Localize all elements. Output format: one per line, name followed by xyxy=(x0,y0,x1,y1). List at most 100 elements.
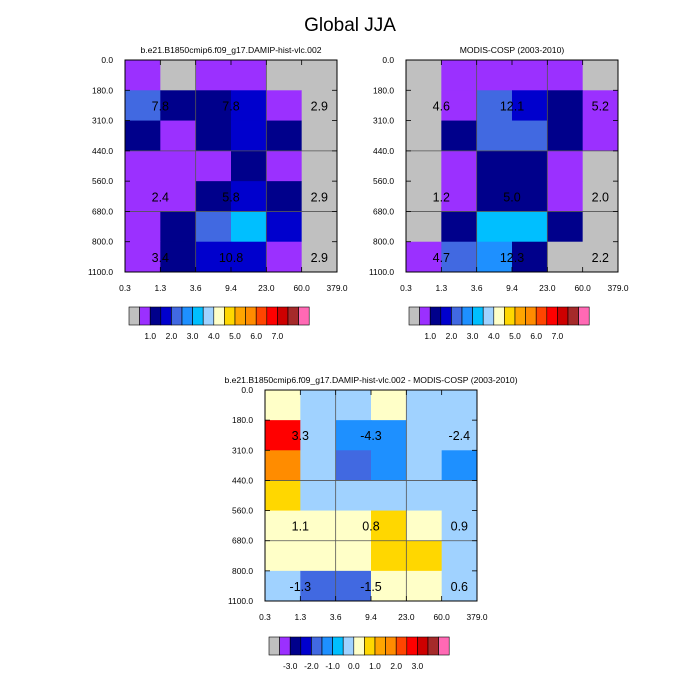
cell-value-label: 2.9 xyxy=(311,251,328,265)
colorbar-swatch xyxy=(202,306,215,326)
x-tick-label: 9.4 xyxy=(506,283,518,293)
x-tick-label: 379.0 xyxy=(608,283,629,293)
heatmap-cell xyxy=(301,90,338,121)
y-tick-label: 180.0 xyxy=(232,415,253,425)
colorbar-swatch xyxy=(472,306,484,326)
colorbar-swatch xyxy=(567,306,579,326)
heatmap-cell xyxy=(441,570,478,602)
heatmap-panel-1: b.e21.B1850cmip6.f09_g17.DAMIP-hist-vlc.… xyxy=(88,45,348,341)
heatmap-cell xyxy=(266,211,303,243)
heatmap-cell xyxy=(441,181,478,212)
heatmap-cell xyxy=(406,90,442,121)
heatmap-cell xyxy=(547,60,584,91)
heatmap-cell xyxy=(266,90,303,121)
heatmap-cell xyxy=(512,211,548,243)
colorbar-label: 2.0 xyxy=(390,661,402,671)
cell-value-label: 10.8 xyxy=(219,251,243,265)
heatmap-cell xyxy=(266,181,303,212)
cell-value-label: 1.1 xyxy=(292,520,309,534)
heatmap-cell xyxy=(441,480,478,511)
heatmap-cell xyxy=(300,450,337,481)
colorbar-swatch xyxy=(268,636,280,656)
panel-title: MODIS-COSP (2003-2010) xyxy=(460,45,565,55)
x-tick-label: 0.3 xyxy=(119,283,131,293)
x-tick-label: 9.4 xyxy=(225,283,237,293)
heatmap-cell xyxy=(582,241,619,273)
heatmap-cell xyxy=(406,120,442,152)
heatmap-cell xyxy=(441,241,478,273)
heatmap-cell xyxy=(301,120,338,152)
x-tick-label: 1.3 xyxy=(295,612,307,622)
cell-value-label: -2.4 xyxy=(449,429,471,443)
colorbar-label: 4.0 xyxy=(208,331,220,341)
colorbar-swatch xyxy=(395,636,408,656)
colorbar-swatch xyxy=(514,306,526,326)
heatmap-cell xyxy=(441,510,478,542)
y-tick-label: 0.0 xyxy=(241,385,253,395)
cell-value-label: 7.8 xyxy=(152,99,169,113)
colorbar-swatch xyxy=(128,306,140,326)
colorbar-swatch xyxy=(427,636,439,656)
colorbar-swatch xyxy=(266,306,278,326)
heatmap-cell xyxy=(300,510,337,542)
y-tick-label: 560.0 xyxy=(373,176,394,186)
colorbar-swatch xyxy=(440,306,452,326)
colorbar-swatch xyxy=(504,306,516,326)
heatmap-cell xyxy=(301,241,338,273)
colorbar-swatch xyxy=(374,636,386,656)
heatmap-cell xyxy=(265,480,301,511)
colorbar-label: -3.0 xyxy=(283,661,298,671)
y-tick-label: 560.0 xyxy=(232,506,253,516)
heatmap-cell xyxy=(266,120,303,152)
figure-title: Global JJA xyxy=(304,15,396,36)
colorbar-label: 7.0 xyxy=(552,331,564,341)
y-tick-label: 180.0 xyxy=(373,85,394,95)
heatmap-cell xyxy=(371,420,407,451)
y-tick-label: 1100.0 xyxy=(228,596,253,606)
cell-value-label: 1.2 xyxy=(433,190,450,204)
heatmap-cell xyxy=(476,211,513,243)
x-tick-label: 1.3 xyxy=(436,283,448,293)
colorbar-swatch xyxy=(321,636,333,656)
y-tick-label: 440.0 xyxy=(92,146,113,156)
heatmap-cell xyxy=(266,241,303,273)
heatmap-cell xyxy=(231,211,267,243)
x-tick-label: 60.0 xyxy=(294,283,311,293)
colorbar-swatch xyxy=(342,636,355,656)
colorbar-swatch xyxy=(406,636,418,656)
panel-title: b.e21.B1850cmip6.f09_g17.DAMIP-hist-vlc.… xyxy=(140,45,321,55)
y-tick-label: 800.0 xyxy=(92,237,113,247)
colorbar-swatch xyxy=(224,306,236,326)
colorbar-swatch xyxy=(438,636,450,656)
x-tick-label: 3.6 xyxy=(330,612,342,622)
colorbar-swatch xyxy=(353,636,365,656)
heatmap-cell xyxy=(406,181,442,212)
heatmap-cell xyxy=(582,150,619,182)
heatmap-cell xyxy=(160,60,197,91)
heatmap-cell xyxy=(160,181,197,212)
colorbar-swatch xyxy=(332,636,344,656)
colorbar-label: 3.0 xyxy=(187,331,199,341)
heatmap-cell xyxy=(335,480,372,511)
heatmap-cell xyxy=(125,181,161,212)
heatmap-cell xyxy=(512,90,548,121)
heatmap-cell xyxy=(125,211,161,243)
colorbar-swatch xyxy=(298,306,310,326)
colorbar-swatch xyxy=(417,636,429,656)
x-tick-label: 379.0 xyxy=(467,612,488,622)
heatmap-cell xyxy=(476,150,513,182)
heatmap-cell xyxy=(476,241,513,273)
colorbar-swatch xyxy=(300,636,312,656)
heatmap-cell xyxy=(547,120,584,152)
heatmap-cell xyxy=(512,181,548,212)
cell-value-label: 2.0 xyxy=(592,190,609,204)
colorbar-swatch xyxy=(192,306,204,326)
colorbar-swatch xyxy=(234,306,246,326)
y-tick-label: 1100.0 xyxy=(88,267,113,277)
heatmap-cell xyxy=(265,510,301,542)
cell-value-label: 4.6 xyxy=(433,99,450,113)
heatmap-cell xyxy=(231,60,267,91)
y-tick-label: 310.0 xyxy=(92,116,113,126)
colorbar-swatch xyxy=(557,306,569,326)
